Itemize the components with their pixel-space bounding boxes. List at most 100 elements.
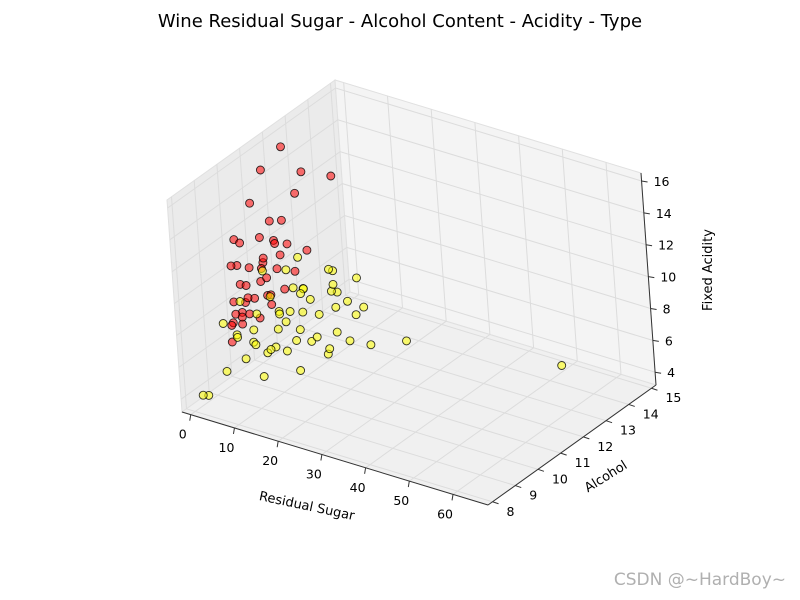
white-wine-point xyxy=(328,279,338,289)
red-wine-point xyxy=(276,215,286,225)
white-wine-point xyxy=(275,309,285,319)
white-wine-point xyxy=(235,297,245,306)
red-wine-point xyxy=(280,284,290,294)
z-gridline xyxy=(176,214,651,336)
z-tick-mark xyxy=(650,307,657,310)
red-wine-point xyxy=(272,264,282,274)
red-wine-point xyxy=(290,188,300,198)
x-tick-label: 40 xyxy=(350,480,366,495)
white-wine-point xyxy=(557,361,567,370)
y-gridline xyxy=(307,99,629,405)
x-axis-label: Residual Sugar xyxy=(258,489,357,524)
x-gridline xyxy=(452,162,622,495)
x-tick-label: 0 xyxy=(179,427,187,442)
white-wine-point xyxy=(251,340,261,350)
x-tick-mark xyxy=(189,414,192,421)
white-wine-point xyxy=(281,317,291,327)
red-wine-point xyxy=(282,239,292,249)
white-wine-point xyxy=(198,390,208,400)
x-gridline xyxy=(365,135,535,469)
white-wine-point xyxy=(218,319,228,328)
white-wine-point xyxy=(233,332,243,342)
x-gridline xyxy=(190,82,360,416)
axis-panes xyxy=(166,79,658,506)
white-wine-point xyxy=(296,289,305,299)
x-tick-mark xyxy=(364,467,367,474)
z-tick-mark xyxy=(645,244,653,247)
scatter-points xyxy=(198,142,567,400)
y-tick-label: 10 xyxy=(552,471,568,486)
red-wine-point xyxy=(255,165,265,175)
y-gridline xyxy=(330,83,652,389)
white-wine-point xyxy=(359,302,369,312)
y-tick-label: 12 xyxy=(597,439,613,454)
z-tick-label: 10 xyxy=(660,270,676,285)
z-axis-line xyxy=(640,172,657,386)
white-wine-point xyxy=(293,252,303,262)
white-wine-point xyxy=(352,273,361,283)
white-wine-point xyxy=(222,366,232,376)
red-wine-point xyxy=(243,293,253,303)
red-wine-point xyxy=(227,320,237,330)
white-wine-point xyxy=(351,310,361,320)
y-tick-mark xyxy=(651,387,658,391)
red-wine-point xyxy=(226,261,236,271)
z-tick-label: 4 xyxy=(667,365,675,380)
y-gridline xyxy=(216,164,539,470)
x-axis-line xyxy=(181,411,489,506)
x-tick-label: 60 xyxy=(437,506,453,521)
white-wine-point xyxy=(249,325,259,335)
red-wine-point xyxy=(258,253,268,263)
red-wine-point xyxy=(254,233,264,242)
red-wine-point xyxy=(302,245,312,255)
z-tick-label: 12 xyxy=(658,238,674,253)
white-wine-point xyxy=(285,307,295,316)
z-tick-label: 14 xyxy=(656,206,672,221)
y-tick-label: 13 xyxy=(620,423,636,438)
white-wine-point xyxy=(252,309,262,319)
z-gridline xyxy=(180,278,656,400)
y-gridline xyxy=(239,148,561,454)
z-gridline xyxy=(171,151,647,273)
y-tick-label: 14 xyxy=(643,406,659,421)
z-tick-label: 8 xyxy=(663,301,671,316)
x-gridline xyxy=(321,122,491,455)
axis-lines xyxy=(181,172,662,506)
red-wine-point xyxy=(241,281,251,290)
y-axis-line xyxy=(487,384,657,506)
x-tick-mark xyxy=(320,454,323,461)
y-tick-mark xyxy=(492,501,499,505)
x-tick-label: 50 xyxy=(393,493,409,508)
white-wine-point xyxy=(324,264,333,274)
white-wine-point xyxy=(332,327,342,337)
x-tick-mark xyxy=(407,481,410,488)
white-wine-point xyxy=(259,372,269,381)
x-tick-mark xyxy=(276,441,279,448)
white-wine-point xyxy=(325,344,335,354)
white-wine-point xyxy=(281,265,291,275)
z-axis-label: Fixed Acidity xyxy=(701,229,716,311)
y-tick-label: 11 xyxy=(575,455,591,470)
z-tick-mark xyxy=(641,180,648,183)
y-tick-mark xyxy=(515,485,522,489)
x-gridline xyxy=(409,149,578,482)
white-wine-point xyxy=(296,366,306,375)
red-wine-point xyxy=(262,273,272,283)
white-wine-point xyxy=(298,307,308,317)
z-tick-mark xyxy=(643,212,650,215)
x-tick-label: 10 xyxy=(219,440,235,455)
y-tick-mark xyxy=(583,436,590,440)
y-tick-mark xyxy=(605,420,613,424)
white-wine-point xyxy=(241,354,251,364)
white-wine-point xyxy=(273,324,283,334)
white-wine-point xyxy=(265,292,275,302)
red-wine-point xyxy=(267,300,277,309)
y-tick-label: 9 xyxy=(529,488,537,503)
z-gridline xyxy=(169,119,644,241)
x-tick-label: 30 xyxy=(306,467,322,482)
y-gridline xyxy=(171,196,493,503)
white-wine-point xyxy=(288,283,298,293)
z-gridline xyxy=(167,87,642,209)
x-gridline xyxy=(277,109,447,442)
